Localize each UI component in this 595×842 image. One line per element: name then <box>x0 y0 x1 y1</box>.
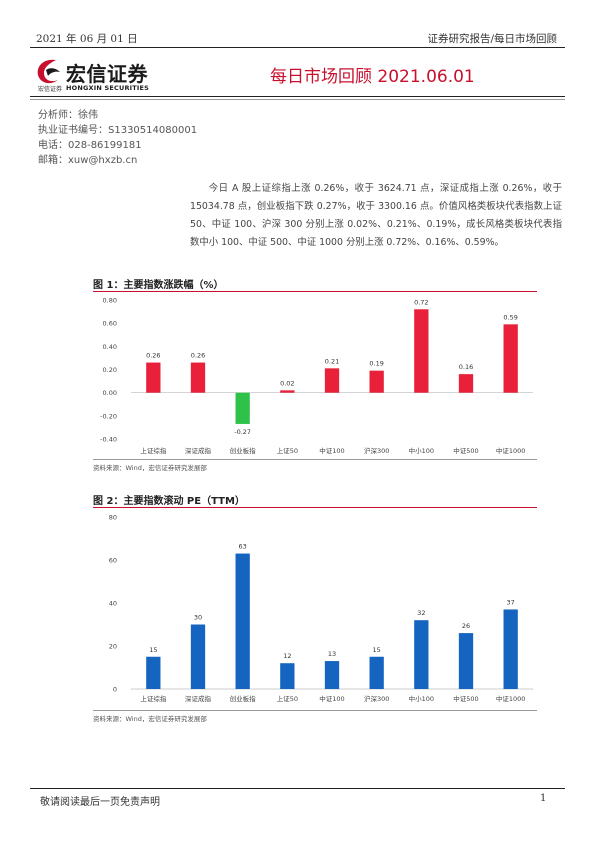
title-divider-thin <box>30 99 565 100</box>
bar-中证500 <box>458 633 474 689</box>
report-date: 2021 年 06 月 01 日 <box>36 33 138 45</box>
y-tick-label: 60 <box>109 557 117 565</box>
x-tick-label: 创业板指 <box>230 694 257 703</box>
y-tick-label: 0.60 <box>103 320 117 328</box>
report-category: 证券研究报告/每日市场回顾 <box>427 33 557 45</box>
x-tick-label: 上证综指 <box>140 694 167 703</box>
page-number: 1 <box>540 793 547 804</box>
x-tick-label: 中证500 <box>453 446 478 455</box>
figure-1-rule <box>93 291 537 292</box>
y-tick-label: 80 <box>109 514 117 522</box>
x-tick-label: 中小100 <box>409 694 434 703</box>
y-tick-label: 0.40 <box>103 343 117 351</box>
x-tick-label: 深证成指 <box>185 446 212 455</box>
data-label: 0.72 <box>414 298 428 306</box>
data-label: 32 <box>417 609 425 617</box>
x-tick-label: 创业板指 <box>230 446 257 455</box>
x-tick-label: 上证50 <box>277 694 298 703</box>
x-tick-label: 中证100 <box>319 694 344 703</box>
header-divider <box>30 47 565 48</box>
data-label: 15 <box>373 646 381 654</box>
data-label: 0.26 <box>146 352 160 360</box>
x-tick-label: 中证500 <box>453 694 478 703</box>
x-tick-label: 中证100 <box>319 446 344 455</box>
figure-2-rule <box>93 507 537 508</box>
data-label: 0.16 <box>459 363 473 371</box>
footer-disclaimer[interactable]: 敬请阅读最后一页免责声明 <box>40 797 160 808</box>
bar-上证综指 <box>146 362 161 393</box>
x-tick-label: 沪深300 <box>364 446 389 455</box>
bar-上证50 <box>280 663 295 689</box>
bar-创业板指 <box>235 553 250 689</box>
bar-中小100 <box>414 620 429 689</box>
bar-沪深300 <box>369 656 384 689</box>
bar-中证100 <box>324 368 340 393</box>
x-tick-label: 中小100 <box>409 446 434 455</box>
bar-中证100 <box>324 661 340 689</box>
figure-2-title: 图 2：主要指数滚动 PE（TTM） <box>93 496 245 507</box>
bar-沪深300 <box>369 370 384 393</box>
bar-深证成指 <box>190 362 206 393</box>
analyst-email[interactable]: 邮箱：xuw@hxzb.cn <box>38 155 138 166</box>
data-label: 0.26 <box>191 352 205 360</box>
data-label: 0.02 <box>280 379 294 387</box>
data-label: 12 <box>283 652 291 660</box>
logo-small-cn: 宏信证券 <box>38 86 63 93</box>
figure-1-source: 资料来源：Wind，宏信证券研究发展部 <box>93 464 207 472</box>
bar-中证1000 <box>503 609 518 689</box>
x-tick-label: 深证成指 <box>185 694 212 703</box>
bar-创业板指 <box>235 392 250 424</box>
data-label: 26 <box>462 622 470 630</box>
y-tick-label: 40 <box>109 600 117 608</box>
analyst-name: 分析师：徐伟 <box>38 110 98 121</box>
figure-1-title: 图 1：主要指数涨跌幅（%） <box>93 280 224 291</box>
analyst-phone: 电话：028-86199181 <box>38 140 142 151</box>
bar-中证1000 <box>503 324 518 393</box>
figure-2-chart: 80 60 40 20 0 15 上证综指 30 深证成指 63 创业板指 12 上证50 13 中证100… <box>109 514 533 703</box>
figure-2-source: 资料来源：Wind，宏信证券研究发展部 <box>93 715 207 723</box>
bar-深证成指 <box>190 624 206 689</box>
figure-1-chart: 0.80 0.60 0.40 0.20 0.00 -0.20 -0.40 0.26 上证综指 0.… <box>100 297 533 455</box>
data-label: 37 <box>507 598 515 606</box>
report-title: 每日市场回顾 2021.06.01 <box>270 67 475 87</box>
bar-上证50 <box>280 390 295 393</box>
title-divider <box>30 96 565 97</box>
y-tick-label: 0.80 <box>103 297 117 305</box>
x-tick-label: 上证综指 <box>140 446 167 455</box>
figure-1-source-rule <box>93 459 537 460</box>
x-tick-label: 上证50 <box>277 446 298 455</box>
y-tick-label: 20 <box>109 643 117 651</box>
y-tick-label: 0.20 <box>103 366 117 374</box>
y-tick-label: 0.00 <box>103 389 117 397</box>
footer-divider <box>30 788 565 789</box>
data-label: 0.19 <box>369 360 383 368</box>
data-label: 15 <box>149 646 157 654</box>
bar-中小100 <box>414 309 429 393</box>
x-tick-label: 中证1000 <box>496 694 526 703</box>
logo-name-cn: 宏信证券 <box>66 62 148 86</box>
data-label: 13 <box>328 650 336 658</box>
analyst-license: 执业证书编号：S1330514080001 <box>38 125 198 136</box>
data-label: 0.59 <box>503 313 517 321</box>
data-label: 63 <box>239 543 247 551</box>
company-logo-icon <box>37 59 60 84</box>
data-label: -0.27 <box>234 428 251 436</box>
logo-name-en: HONGXIN SECURITIES <box>66 84 150 92</box>
x-tick-label: 中证1000 <box>496 446 526 455</box>
y-tick-label: -0.20 <box>100 412 117 420</box>
y-tick-label: 0 <box>113 686 117 694</box>
x-tick-label: 沪深300 <box>364 694 389 703</box>
data-label: 0.21 <box>325 357 339 365</box>
figure-2-source-rule <box>93 710 537 711</box>
market-summary: 今日 A 股上证综指上涨 0.26%，收于 3624.71 点，深证成指上涨 0… <box>190 183 562 248</box>
data-label: 30 <box>194 614 202 622</box>
bar-中证500 <box>458 374 474 393</box>
bar-上证综指 <box>146 656 161 689</box>
y-tick-label: -0.40 <box>100 436 117 444</box>
